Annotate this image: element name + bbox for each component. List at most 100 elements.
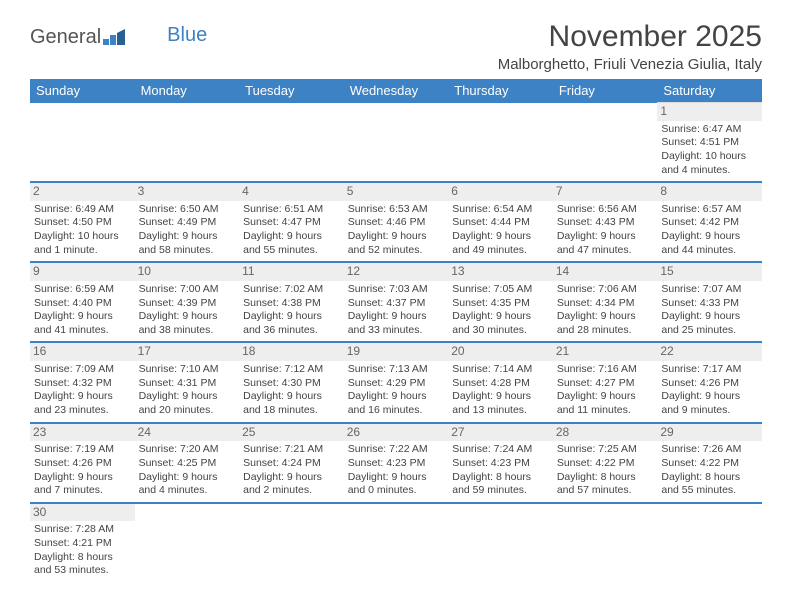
logo: General Blue xyxy=(30,20,207,49)
daylight-text: Daylight: 10 hours xyxy=(34,230,131,244)
sunset-text: Sunset: 4:30 PM xyxy=(243,377,340,391)
daylight-text: Daylight: 8 hours xyxy=(452,471,549,485)
daylight-text: Daylight: 9 hours xyxy=(661,310,758,324)
day-cell: 8 Sunrise: 6:57 AMSunset: 4:42 PMDaylight… xyxy=(657,182,762,262)
daylight-text: Daylight: 9 hours xyxy=(348,390,445,404)
empty-cell xyxy=(657,503,762,582)
sunrise-text: Sunrise: 7:03 AM xyxy=(348,283,445,297)
day-number: 18 xyxy=(239,343,344,361)
daylight-text: Daylight: 10 hours xyxy=(661,150,758,164)
daylight-text: and 55 minutes. xyxy=(661,484,758,498)
daylight-text: and 18 minutes. xyxy=(243,404,340,418)
daylight-text: and 36 minutes. xyxy=(243,324,340,338)
daylight-text: and 58 minutes. xyxy=(139,244,236,258)
day-cell: 5Sunrise: 6:53 AMSunset: 4:46 PMDaylight… xyxy=(344,182,449,262)
day-number: 22 xyxy=(657,343,762,361)
daylight-text: and 28 minutes. xyxy=(557,324,654,338)
sunset-text: Sunset: 4:44 PM xyxy=(452,216,549,230)
day-cell: 24Sunrise: 7:20 AMSunset: 4:25 PMDayligh… xyxy=(135,423,240,503)
day-number: 8 xyxy=(657,183,762,201)
daylight-text: Daylight: 9 hours xyxy=(348,471,445,485)
day-header-row: SundayMondayTuesdayWednesdayThursdayFrid… xyxy=(30,79,762,103)
day-cell: 13Sunrise: 7:05 AMSunset: 4:35 PMDayligh… xyxy=(448,262,553,342)
day-number: 23 xyxy=(30,424,135,442)
day-cell: 29Sunrise: 7:26 AMSunset: 4:22 PMDayligh… xyxy=(657,423,762,503)
sunrise-text: Sunrise: 7:10 AM xyxy=(139,363,236,377)
daylight-text: and 47 minutes. xyxy=(557,244,654,258)
calendar-body: 1Sunrise: 6:47 AMSunset: 4:51 PMDaylight… xyxy=(30,103,762,582)
daylight-text: and 13 minutes. xyxy=(452,404,549,418)
day-header: Tuesday xyxy=(239,79,344,103)
daylight-text: Daylight: 9 hours xyxy=(243,390,340,404)
daylight-text: and 30 minutes. xyxy=(452,324,549,338)
sunset-text: Sunset: 4:42 PM xyxy=(661,216,758,230)
empty-cell xyxy=(344,103,449,183)
sunset-text: Sunset: 4:46 PM xyxy=(348,216,445,230)
daylight-text: and 20 minutes. xyxy=(139,404,236,418)
day-cell: 26Sunrise: 7:22 AMSunset: 4:23 PMDayligh… xyxy=(344,423,449,503)
sunset-text: Sunset: 4:29 PM xyxy=(348,377,445,391)
daylight-text: Daylight: 9 hours xyxy=(661,390,758,404)
sunset-text: Sunset: 4:47 PM xyxy=(243,216,340,230)
logo-chart-icon xyxy=(103,29,125,45)
sunrise-text: Sunrise: 6:54 AM xyxy=(452,203,549,217)
empty-cell xyxy=(553,503,658,582)
day-number: 14 xyxy=(553,263,658,281)
sunset-text: Sunset: 4:23 PM xyxy=(348,457,445,471)
sunrise-text: Sunrise: 6:57 AM xyxy=(661,203,758,217)
daylight-text: Daylight: 9 hours xyxy=(139,471,236,485)
sunrise-text: Sunrise: 7:14 AM xyxy=(452,363,549,377)
daylight-text: and 59 minutes. xyxy=(452,484,549,498)
empty-cell xyxy=(448,103,553,183)
sunset-text: Sunset: 4:22 PM xyxy=(557,457,654,471)
month-title: November 2025 xyxy=(498,20,762,54)
day-cell: 10Sunrise: 7:00 AMSunset: 4:39 PMDayligh… xyxy=(135,262,240,342)
daylight-text: and 33 minutes. xyxy=(348,324,445,338)
day-number: 3 xyxy=(135,183,240,201)
day-cell: 21Sunrise: 7:16 AMSunset: 4:27 PMDayligh… xyxy=(553,342,658,422)
day-number: 24 xyxy=(135,424,240,442)
sunset-text: Sunset: 4:33 PM xyxy=(661,297,758,311)
day-cell: 12Sunrise: 7:03 AMSunset: 4:37 PMDayligh… xyxy=(344,262,449,342)
empty-cell xyxy=(30,103,135,183)
daylight-text: Daylight: 9 hours xyxy=(139,310,236,324)
day-cell: 1Sunrise: 6:47 AMSunset: 4:51 PMDaylight… xyxy=(657,103,762,183)
daylight-text: Daylight: 9 hours xyxy=(34,471,131,485)
daylight-text: Daylight: 9 hours xyxy=(557,310,654,324)
daylight-text: and 52 minutes. xyxy=(348,244,445,258)
daylight-text: and 7 minutes. xyxy=(34,484,131,498)
day-number: 10 xyxy=(135,263,240,281)
empty-cell xyxy=(135,503,240,582)
day-number: 27 xyxy=(448,424,553,442)
daylight-text: and 57 minutes. xyxy=(557,484,654,498)
day-cell: 7Sunrise: 6:56 AMSunset: 4:43 PMDaylight… xyxy=(553,182,658,262)
day-number: 15 xyxy=(657,263,762,281)
calendar-table: SundayMondayTuesdayWednesdayThursdayFrid… xyxy=(30,79,762,582)
logo-text-2: Blue xyxy=(167,24,207,47)
sunrise-text: Sunrise: 6:49 AM xyxy=(34,203,131,217)
day-number: 20 xyxy=(448,343,553,361)
day-cell: 17Sunrise: 7:10 AMSunset: 4:31 PMDayligh… xyxy=(135,342,240,422)
daylight-text: and 0 minutes. xyxy=(348,484,445,498)
sunset-text: Sunset: 4:28 PM xyxy=(452,377,549,391)
daylight-text: Daylight: 8 hours xyxy=(661,471,758,485)
daylight-text: Daylight: 9 hours xyxy=(661,230,758,244)
sunset-text: Sunset: 4:25 PM xyxy=(139,457,236,471)
day-header: Thursday xyxy=(448,79,553,103)
daylight-text: Daylight: 9 hours xyxy=(243,230,340,244)
day-number: 29 xyxy=(657,424,762,442)
day-header: Friday xyxy=(553,79,658,103)
daylight-text: Daylight: 9 hours xyxy=(243,310,340,324)
day-cell: 14Sunrise: 7:06 AMSunset: 4:34 PMDayligh… xyxy=(553,262,658,342)
daylight-text: and 1 minute. xyxy=(34,244,131,258)
day-number: 7 xyxy=(553,183,658,201)
sunset-text: Sunset: 4:34 PM xyxy=(557,297,654,311)
sunset-text: Sunset: 4:40 PM xyxy=(34,297,131,311)
empty-cell xyxy=(553,103,658,183)
day-header: Sunday xyxy=(30,79,135,103)
daylight-text: and 9 minutes. xyxy=(661,404,758,418)
day-cell: 2Sunrise: 6:49 AMSunset: 4:50 PMDaylight… xyxy=(30,182,135,262)
daylight-text: Daylight: 9 hours xyxy=(34,390,131,404)
daylight-text: Daylight: 9 hours xyxy=(243,471,340,485)
sunrise-text: Sunrise: 6:59 AM xyxy=(34,283,131,297)
